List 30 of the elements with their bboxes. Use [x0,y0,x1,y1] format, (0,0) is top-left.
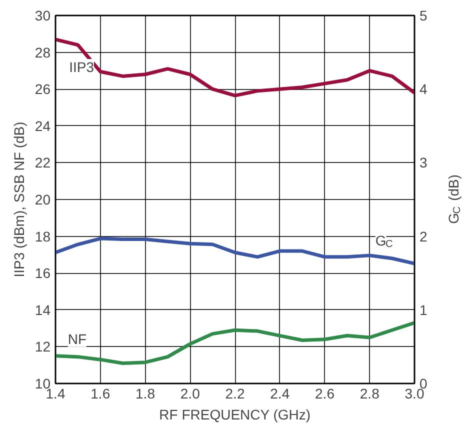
x-tick-label: 2.0 [180,386,200,402]
y-tick-label: 12 [34,338,51,355]
y-tick-label: 24 [34,118,51,134]
y-axis-title: IIP3 (dBm), SSB NF (dB) [10,122,27,278]
y-tick-label: 16 [34,265,51,282]
y2-tick-label: 2 [420,228,428,244]
y2-tick-label: 3 [420,154,428,171]
x-tick-label: 2.6 [315,386,335,402]
y-tick-label: 26 [34,81,51,98]
y-tick-label: 30 [34,8,51,24]
y-tick-label: 28 [34,44,51,60]
x-tick-label: 1.6 [90,386,110,402]
line-series [56,236,414,266]
y2-axis-title: GC (dB) [445,174,463,224]
y2-tick-label: 1 [420,302,428,318]
y-tick-label: 14 [34,302,51,318]
y-tick-label: 18 [34,228,51,244]
y2-tick-label: 4 [420,81,428,98]
series-label: IIP3 [69,58,94,75]
line-series [56,38,414,98]
y2-tick-label: 5 [420,8,428,24]
y-tick-label: 22 [34,154,51,171]
line-series [56,321,414,366]
series-label: NF [68,330,87,347]
x-tick-label: 2.2 [225,386,245,402]
x-tick-label: 2.4 [270,386,290,402]
y-tick-label: 20 [34,192,51,208]
x-axis-title: RF FREQUENCY (GHz) [159,406,311,422]
x-tick-label: 1.8 [136,386,156,402]
x-tick-label: 2.8 [360,386,380,402]
